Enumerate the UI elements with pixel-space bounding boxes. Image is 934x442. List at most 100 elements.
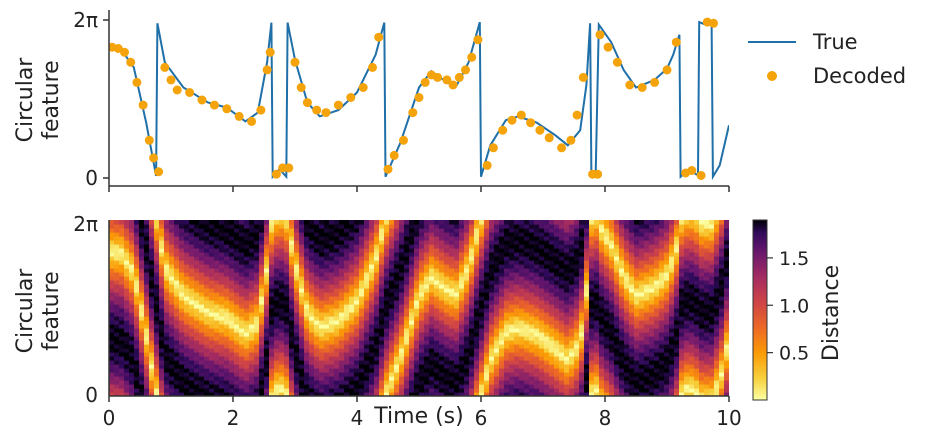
heatmap-cell [359, 264, 365, 269]
heatmap-cell [499, 228, 505, 233]
heatmap-cell [639, 308, 645, 313]
heatmap-cell [354, 220, 360, 225]
heatmap-cell [564, 300, 570, 305]
heatmap-cell [409, 376, 415, 381]
heatmap-cell [374, 372, 380, 377]
heatmap-cell [559, 228, 565, 233]
heatmap-cell [479, 276, 485, 281]
heatmap-cell [274, 240, 280, 245]
heatmap-cell [584, 276, 590, 281]
heatmap-cell [444, 380, 450, 385]
heatmap-cell [284, 220, 290, 225]
heatmap-cell [419, 272, 425, 277]
heatmap-cell [369, 320, 375, 325]
heatmap-cell [644, 248, 650, 253]
heatmap-cell [549, 316, 555, 321]
heatmap-cell [169, 372, 175, 377]
heatmap-cell [414, 380, 420, 385]
decoded-point [222, 104, 232, 114]
heatmap-cell [484, 252, 490, 257]
heatmap-cell [429, 296, 435, 301]
heatmap-cell [529, 364, 535, 369]
decoded-point [262, 65, 272, 75]
heatmap-cell [614, 388, 620, 393]
heatmap-cell [514, 296, 520, 301]
heatmap-cell [314, 284, 320, 289]
heatmap-cell [369, 272, 375, 277]
heatmap-cell [249, 300, 255, 305]
heatmap-cell [134, 304, 140, 309]
heatmap-cell [249, 380, 255, 385]
heatmap-cell [434, 384, 440, 389]
heatmap-cell [454, 344, 460, 349]
heatmap-cell [254, 332, 260, 337]
heatmap-cell [119, 324, 125, 329]
heatmap-cell [149, 336, 155, 341]
heatmap-cell [194, 316, 200, 321]
heatmap-cell [209, 248, 215, 253]
heatmap-cell [549, 348, 555, 353]
heatmap-cell [519, 372, 525, 377]
heatmap-cell [569, 268, 575, 273]
heatmap-cell [649, 268, 655, 273]
heatmap-cell [209, 356, 215, 361]
heatmap-cell [314, 288, 320, 293]
heatmap-cell [514, 316, 520, 321]
heatmap-cell [284, 388, 290, 393]
heatmap-cell [289, 260, 295, 265]
heatmap-cell [464, 232, 470, 237]
heatmap-cell [279, 316, 285, 321]
heatmap-cell [154, 260, 160, 265]
heatmap-cell [319, 320, 325, 325]
heatmap-cell [524, 388, 530, 393]
heatmap-cell [219, 288, 225, 293]
heatmap-cell [334, 348, 340, 353]
heatmap-cell [314, 256, 320, 261]
heatmap-cell [179, 388, 185, 393]
heatmap-cell [389, 340, 395, 345]
heatmap-cell [564, 328, 570, 333]
heatmap-cell [614, 372, 620, 377]
heatmap-cell [359, 248, 365, 253]
heatmap-cell [244, 296, 250, 301]
heatmap-cell [584, 372, 590, 377]
heatmap-cell [429, 340, 435, 345]
heatmap-cell [209, 352, 215, 357]
decoded-point [454, 72, 464, 82]
heatmap-cell [254, 288, 260, 293]
heatmap-cell [299, 276, 305, 281]
heatmap-cell [214, 256, 220, 261]
heatmap-cell [339, 296, 345, 301]
heatmap-cell [604, 244, 610, 249]
heatmap-cell [454, 256, 460, 261]
heatmap-cell [454, 376, 460, 381]
heatmap-cell [144, 352, 150, 357]
heatmap-cell [584, 304, 590, 309]
heatmap-cell [634, 296, 640, 301]
heatmap-cell [304, 260, 310, 265]
heatmap-cell [559, 368, 565, 373]
heatmap-cell [194, 224, 200, 229]
heatmap-cell [404, 232, 410, 237]
heatmap-cell [429, 280, 435, 285]
heatmap-cell [549, 224, 555, 229]
heatmap-cell [364, 240, 370, 245]
heatmap-cell [189, 256, 195, 261]
heatmap-cell [424, 392, 430, 396]
heatmap-cell [599, 284, 605, 289]
heatmap-cell [569, 320, 575, 325]
heatmap-cell [644, 328, 650, 333]
heatmap-cell [199, 380, 205, 385]
heatmap-cell [219, 324, 225, 329]
heatmap-cell [439, 324, 445, 329]
heatmap-cell [309, 384, 315, 389]
heatmap-cell [434, 328, 440, 333]
heatmap-cell [294, 332, 300, 337]
heatmap-cell [339, 388, 345, 393]
heatmap-cell [484, 344, 490, 349]
heatmap-cell [499, 280, 505, 285]
heatmap-cell [494, 296, 500, 301]
heatmap-cell [534, 284, 540, 289]
heatmap-cell [534, 380, 540, 385]
heatmap-cell [619, 316, 625, 321]
